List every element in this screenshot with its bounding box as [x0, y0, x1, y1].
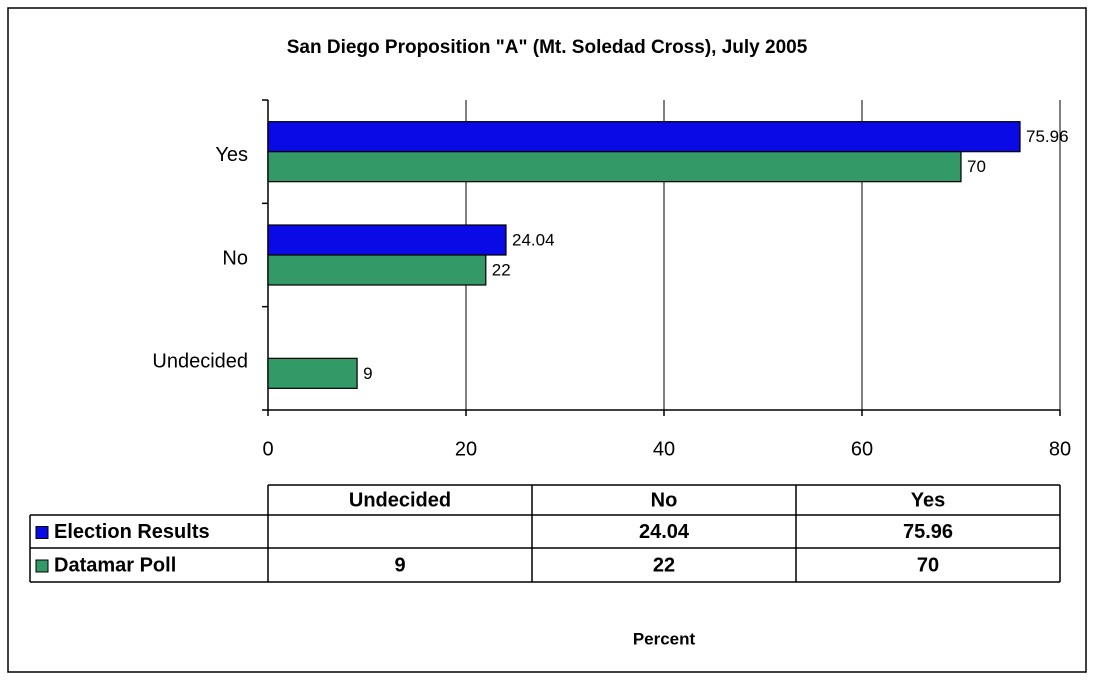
- data-label: 75.96: [1026, 127, 1069, 146]
- data-label: 22: [492, 260, 511, 279]
- x-tick-label: 80: [1049, 438, 1071, 460]
- table-cell: 75.96: [903, 521, 953, 543]
- table-header: Yes: [911, 489, 945, 511]
- bar: [267, 151, 962, 183]
- table-cell: 70: [917, 554, 939, 576]
- bar: [267, 224, 507, 256]
- chart-border: [7, 7, 1087, 673]
- bar: [267, 357, 358, 389]
- legend-label: Datamar Poll: [54, 554, 176, 576]
- y-tick-label: Undecided: [152, 351, 248, 373]
- bar: [267, 254, 487, 286]
- x-tick-label: 0: [262, 438, 273, 460]
- y-tick-label: No: [222, 247, 248, 269]
- data-label: 70: [967, 157, 986, 176]
- legend-key: [35, 526, 49, 539]
- chart-title: San Diego Proposition "A" (Mt. Soledad C…: [287, 37, 808, 58]
- x-tick-label: 60: [851, 438, 873, 460]
- y-tick-label: Yes: [215, 144, 248, 166]
- data-label: 9: [363, 364, 372, 383]
- data-label: 24.04: [512, 230, 555, 249]
- x-tick-label: 20: [455, 438, 477, 460]
- x-axis-label: Percent: [633, 629, 696, 648]
- table-cell: 24.04: [639, 521, 690, 543]
- table-cell: 22: [653, 554, 675, 576]
- legend-label: Election Results: [54, 521, 210, 543]
- table-header: Undecided: [349, 489, 451, 511]
- legend-key: [35, 559, 49, 573]
- bar: [267, 121, 1021, 153]
- table-cell: 9: [394, 554, 405, 576]
- x-tick-label: 40: [653, 438, 675, 460]
- table-header: No: [651, 489, 678, 511]
